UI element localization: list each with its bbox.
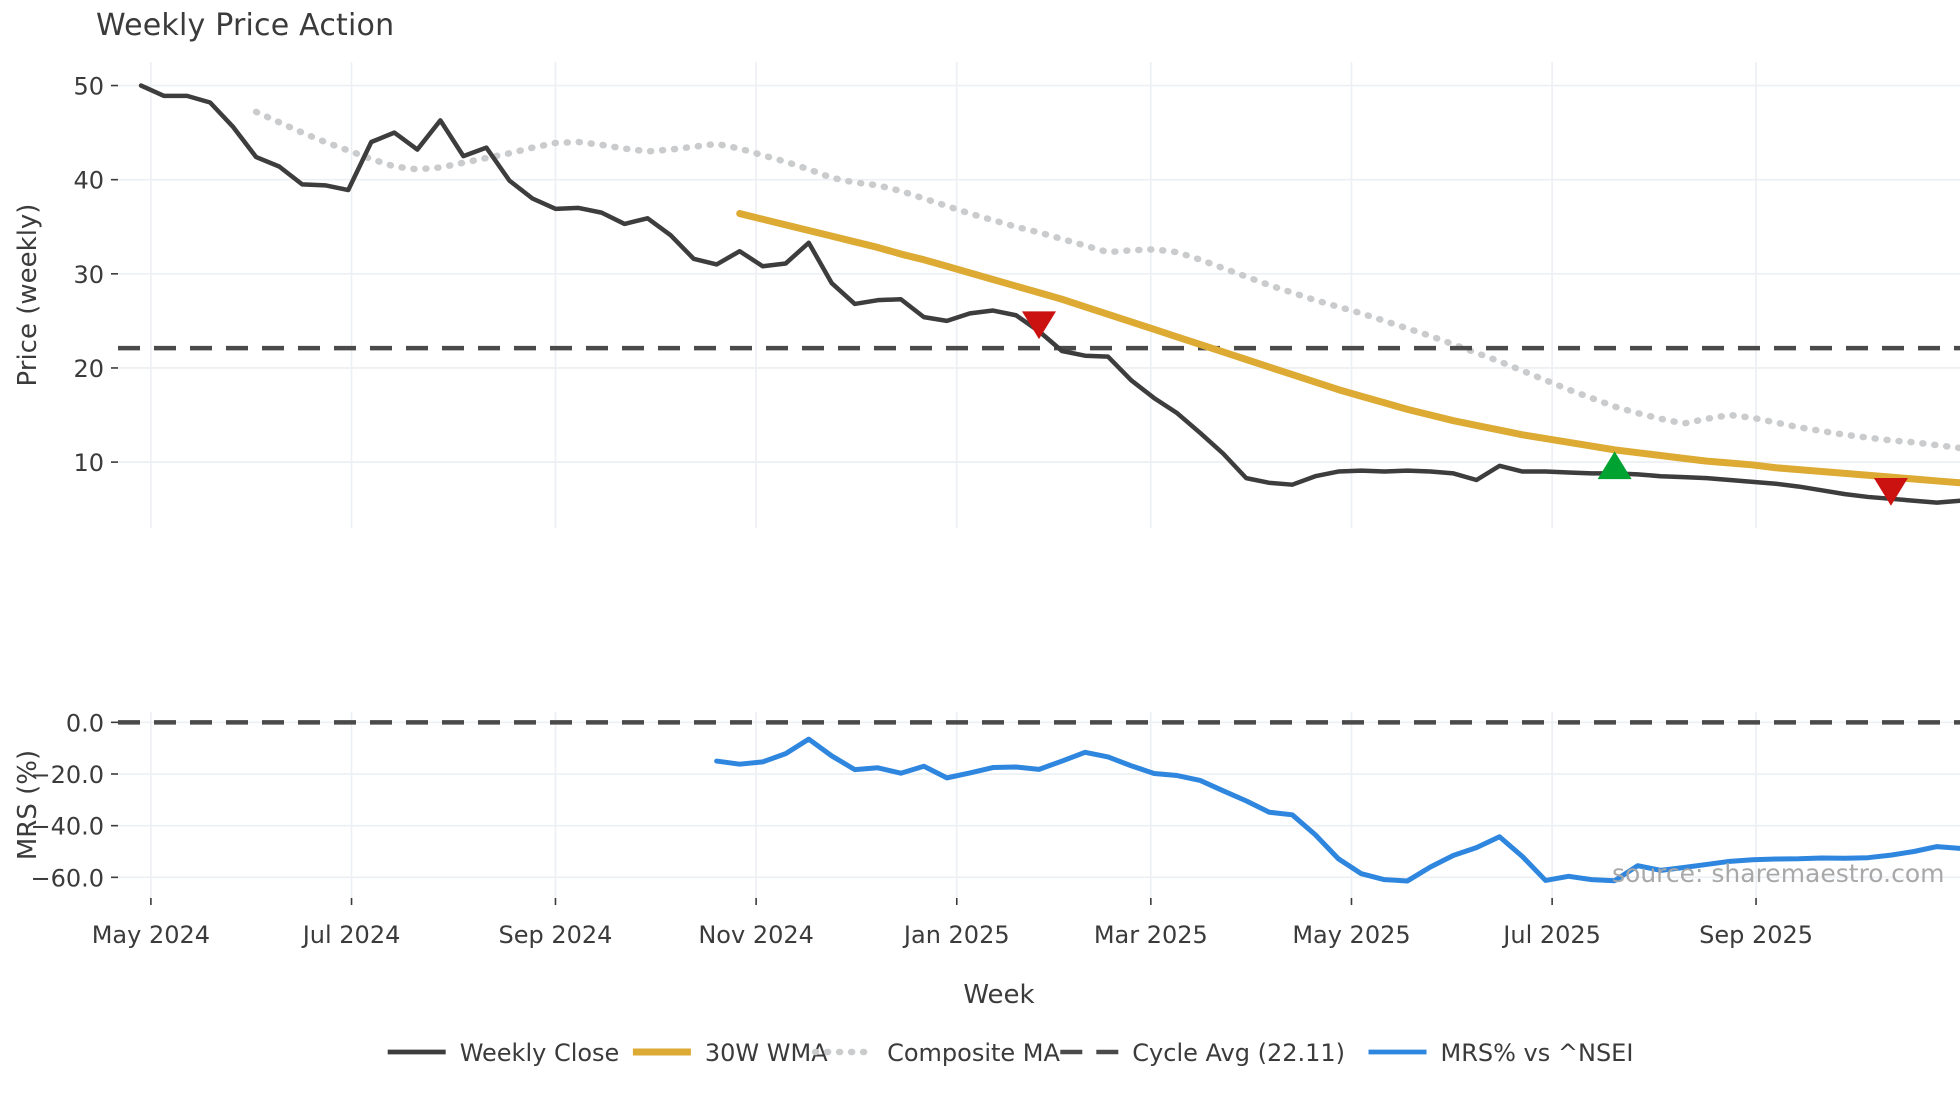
- chart-legend: Weekly Close 30W WMA Composite MA Cycle Avg…: [387, 1039, 1634, 1067]
- mrs-ytick-label-3: −60.0: [30, 864, 104, 892]
- price-ytick-label-1: 20: [73, 355, 104, 383]
- xtick-label-2: Sep 2024: [498, 921, 612, 949]
- signal-marker-sell-0[interactable]: [1022, 311, 1056, 340]
- price-ytick-label-0: 10: [73, 449, 104, 477]
- page-title: Weekly Price Action: [96, 8, 395, 43]
- x-axis: May 2024 Jul 2024 Sep 2024 Nov 2024 Jan 2025…: [92, 898, 1813, 1010]
- legend-label-2[interactable]: Composite MA: [887, 1039, 1060, 1067]
- legend-label-3[interactable]: Cycle Avg (22.11): [1132, 1039, 1345, 1067]
- xtick-label-0: May 2024: [92, 921, 210, 949]
- xtick-label-4: Jan 2025: [902, 921, 1010, 949]
- xtick-label-5: Mar 2025: [1094, 921, 1208, 949]
- signal-marker-buy-1[interactable]: [1597, 451, 1632, 480]
- price-ytick-label-3: 40: [73, 167, 104, 195]
- mrs-ytick-label-2: −40.0: [30, 813, 104, 841]
- series-line-mrs: [714, 736, 1960, 884]
- series-line-composite-ma: [252, 108, 1960, 452]
- xtick-label-3: Nov 2024: [698, 921, 814, 949]
- legend-label-4[interactable]: MRS% vs ^NSEI: [1441, 1039, 1634, 1067]
- source-watermark: source: sharemaestro.com: [1612, 859, 1945, 888]
- mrs-ytick-label-0: 0.0: [66, 709, 104, 737]
- xtick-label-8: Sep 2025: [1699, 921, 1813, 949]
- mrs-ytick-label-1: −20.0: [30, 761, 104, 789]
- xtick-label-7: Jul 2025: [1501, 921, 1601, 949]
- x-axis-title: Week: [963, 980, 1034, 1010]
- price-ytick-label-4: 50: [73, 73, 104, 101]
- series-line-weekly-close: [138, 83, 1960, 505]
- signal-marker-sell-2[interactable]: [1873, 478, 1908, 506]
- xtick-label-1: Jul 2024: [301, 921, 401, 949]
- legend-label-1[interactable]: 30W WMA: [705, 1039, 828, 1067]
- series-line-30w-wma: [736, 210, 1960, 487]
- price-ytick-label-2: 30: [73, 261, 104, 289]
- legend-label-0[interactable]: Weekly Close: [460, 1039, 620, 1067]
- price-panel: 10 20 30 40 50 Price (weekly): [13, 62, 1960, 528]
- xtick-label-6: May 2025: [1292, 921, 1410, 949]
- mrs-axis-title: MRS (%): [13, 750, 43, 860]
- price-axis-title: Price (weekly): [13, 204, 43, 387]
- mrs-panel: 0.0 −20.0 −40.0 −60.0 MRS (%): [13, 709, 1960, 898]
